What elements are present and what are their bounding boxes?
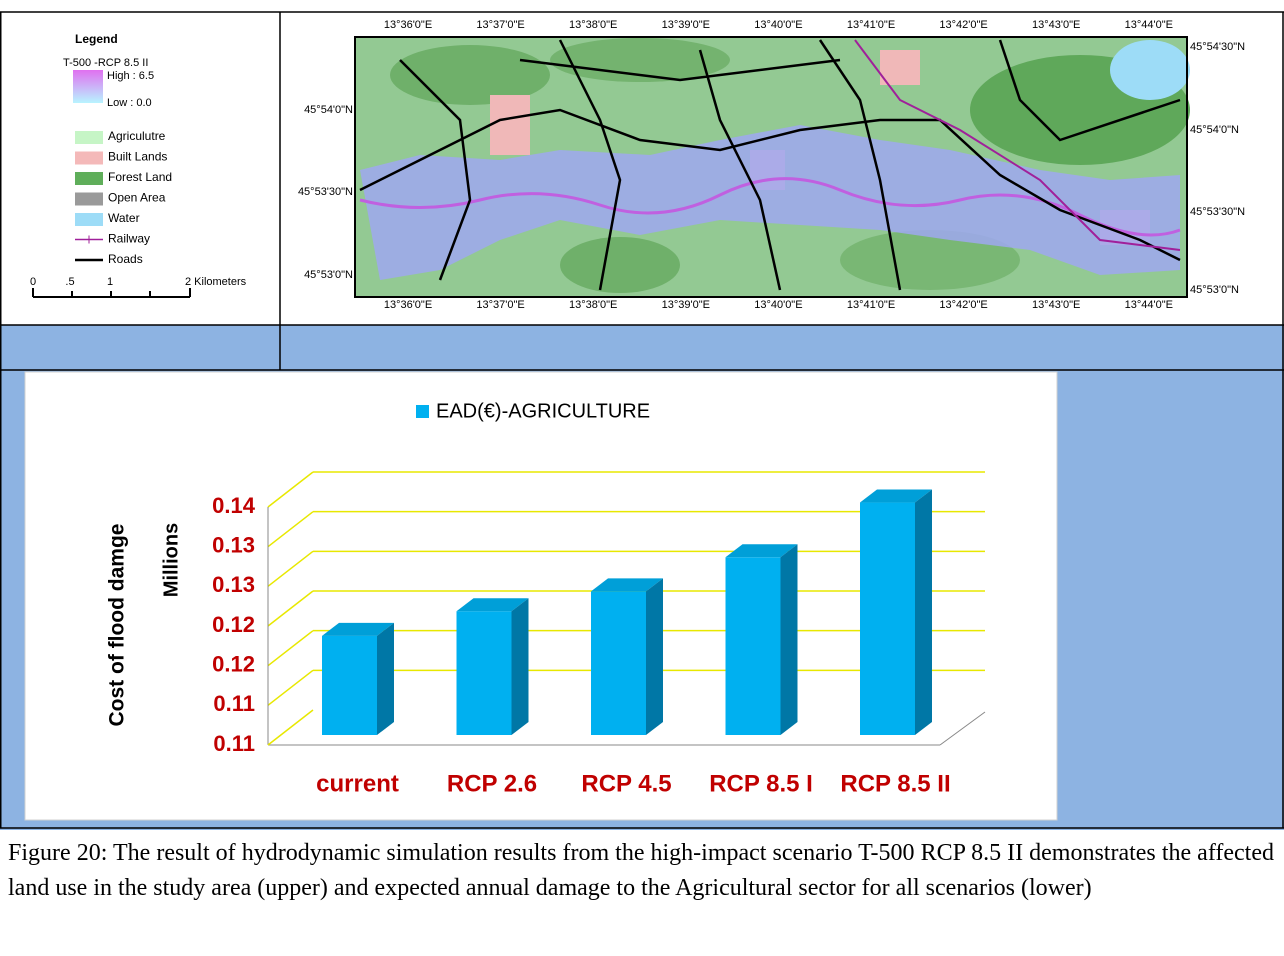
map-bottom-label: 13°36'0"E — [384, 299, 432, 311]
y-tick-label: 0.11 — [213, 691, 255, 716]
scale-label: 2 Kilometers — [185, 276, 247, 288]
y-unit-label: Millions — [160, 523, 182, 597]
bar — [591, 591, 646, 735]
legend-swatch — [75, 193, 103, 206]
y-tick-label: 0.13 — [212, 532, 255, 557]
y-tick-label: 0.12 — [212, 612, 255, 637]
map-bottom-label: 13°43'0"E — [1032, 299, 1080, 311]
map-top-label: 13°44'0"E — [1125, 19, 1173, 31]
map-right-label: 45°54'30"N — [1190, 41, 1245, 53]
x-tick-label: RCP 2.6 — [447, 770, 537, 797]
bar — [726, 557, 781, 735]
legend-swatch — [416, 405, 429, 418]
legend-label: Roads — [108, 252, 143, 266]
legend-swatch — [75, 131, 103, 144]
legend-layer: T-500 -RCP 8.5 II — [63, 57, 148, 69]
legend-label: Open Area — [108, 191, 166, 205]
map-left-label: 45°54'0"N — [304, 104, 353, 116]
map-bottom-label: 13°44'0"E — [1125, 299, 1173, 311]
legend-label: Built Lands — [108, 150, 167, 164]
scale-bar — [33, 288, 190, 297]
y-tick-label: 0.12 — [212, 651, 255, 676]
legend-label: Water — [108, 211, 140, 225]
y-axis-title: Cost of flood damge — [106, 524, 129, 727]
legend-swatch — [75, 152, 103, 165]
legend-label: EAD(€)-AGRICULTURE — [436, 400, 650, 422]
y-tick-label: 0.14 — [212, 493, 256, 518]
map-bottom-label: 13°39'0"E — [662, 299, 710, 311]
legend-title: Legend — [75, 32, 118, 46]
y-tick-label: 0.11 — [213, 731, 255, 756]
map-bottom-label: 13°40'0"E — [754, 299, 802, 311]
scale-label: 1 — [107, 276, 113, 288]
map-top-label: 13°41'0"E — [847, 19, 895, 31]
legend-low: Low : 0.0 — [107, 97, 152, 109]
figure-table: Legend T-500 -RCP 8.5 II High : 6.5 Low … — [0, 0, 1284, 830]
bar-side — [915, 490, 932, 735]
y-tick-label: 0.13 — [212, 572, 255, 597]
map-left-label: 45°53'30"N — [298, 186, 353, 198]
caption: Figure 20: The result of hydrodynamic si… — [0, 830, 1284, 906]
bar — [457, 611, 512, 735]
legend-label: Railway — [108, 232, 150, 246]
page: Legend T-500 -RCP 8.5 II High : 6.5 Low … — [0, 0, 1284, 956]
x-tick-label: RCP 4.5 — [581, 770, 671, 797]
bar — [322, 636, 377, 735]
map-top-label: 13°40'0"E — [754, 19, 802, 31]
legend-high: High : 6.5 — [107, 70, 154, 82]
map-bottom-label: 13°41'0"E — [847, 299, 895, 311]
map-top-label: 13°37'0"E — [476, 19, 524, 31]
map-top-label: 13°38'0"E — [569, 19, 617, 31]
legend-swatch — [75, 172, 103, 185]
bar-side — [377, 623, 394, 735]
map-right-label: 45°53'30"N — [1190, 206, 1245, 218]
bar-side — [781, 544, 798, 735]
map-right-label: 45°54'0"N — [1190, 124, 1239, 136]
map-bottom-label: 13°42'0"E — [939, 299, 987, 311]
legend-label: Agriculutre — [108, 129, 166, 143]
map-top-label: 13°42'0"E — [939, 19, 987, 31]
x-tick-label: RCP 8.5 I — [709, 770, 813, 797]
map — [355, 37, 1190, 297]
scale-label: 0 — [30, 276, 36, 288]
map-left-label: 45°53'0"N — [304, 269, 353, 281]
map-top-label: 13°43'0"E — [1032, 19, 1080, 31]
x-tick-label: RCP 8.5 II — [840, 770, 950, 797]
bar — [860, 503, 915, 735]
map-top-label: 13°36'0"E — [384, 19, 432, 31]
legend-label: Forest Land — [108, 170, 172, 184]
bar-side — [512, 598, 529, 735]
legend-swatch — [75, 213, 103, 226]
map-right-label: 45°53'0"N — [1190, 284, 1239, 296]
bar-side — [646, 578, 663, 735]
map-bottom-label: 13°38'0"E — [569, 299, 617, 311]
depth-gradient — [73, 70, 103, 103]
map-top-label: 13°39'0"E — [662, 19, 710, 31]
map-bottom-label: 13°37'0"E — [476, 299, 524, 311]
scale-label: .5 — [65, 276, 74, 288]
x-tick-label: current — [316, 770, 399, 797]
